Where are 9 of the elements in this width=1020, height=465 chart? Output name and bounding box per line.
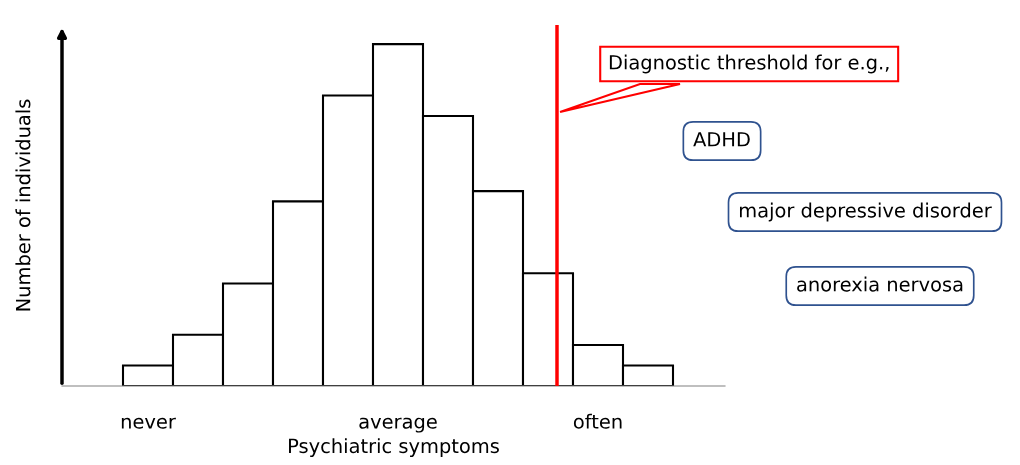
- x-tick-label: never: [121, 417, 176, 429]
- x-axis-title: Psychiatric symptoms: [289, 438, 499, 457]
- annotation: Diagnostic threshold for e.g.,: [609, 54, 889, 74]
- text: anorexia nervosa: [797, 276, 963, 292]
- x-tick-label: often: [573, 413, 622, 429]
- text: ADHD: [693, 132, 750, 147]
- y-axis-title: Number of individuals: [15, 99, 31, 311]
- text: major depressive disorder: [739, 202, 992, 222]
- x-tick-label: average: [359, 417, 437, 433]
